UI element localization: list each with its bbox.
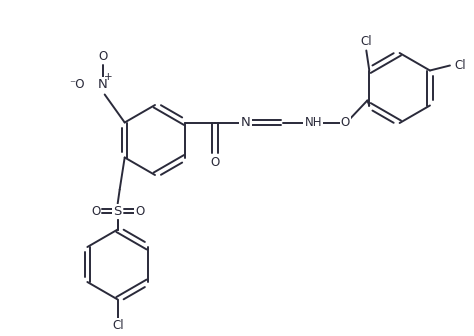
Text: N: N xyxy=(98,78,108,91)
Text: S: S xyxy=(113,205,122,218)
Text: Cl: Cl xyxy=(454,59,466,72)
Text: N: N xyxy=(240,116,250,129)
Text: ⁻O: ⁻O xyxy=(69,78,85,91)
Text: NH: NH xyxy=(305,116,322,129)
Text: Cl: Cl xyxy=(361,35,372,48)
Text: Cl: Cl xyxy=(112,319,124,332)
Text: +: + xyxy=(104,73,113,83)
Text: O: O xyxy=(341,116,350,129)
Text: O: O xyxy=(91,205,100,218)
Text: O: O xyxy=(135,205,144,218)
Text: O: O xyxy=(98,50,107,63)
Text: O: O xyxy=(210,156,220,169)
